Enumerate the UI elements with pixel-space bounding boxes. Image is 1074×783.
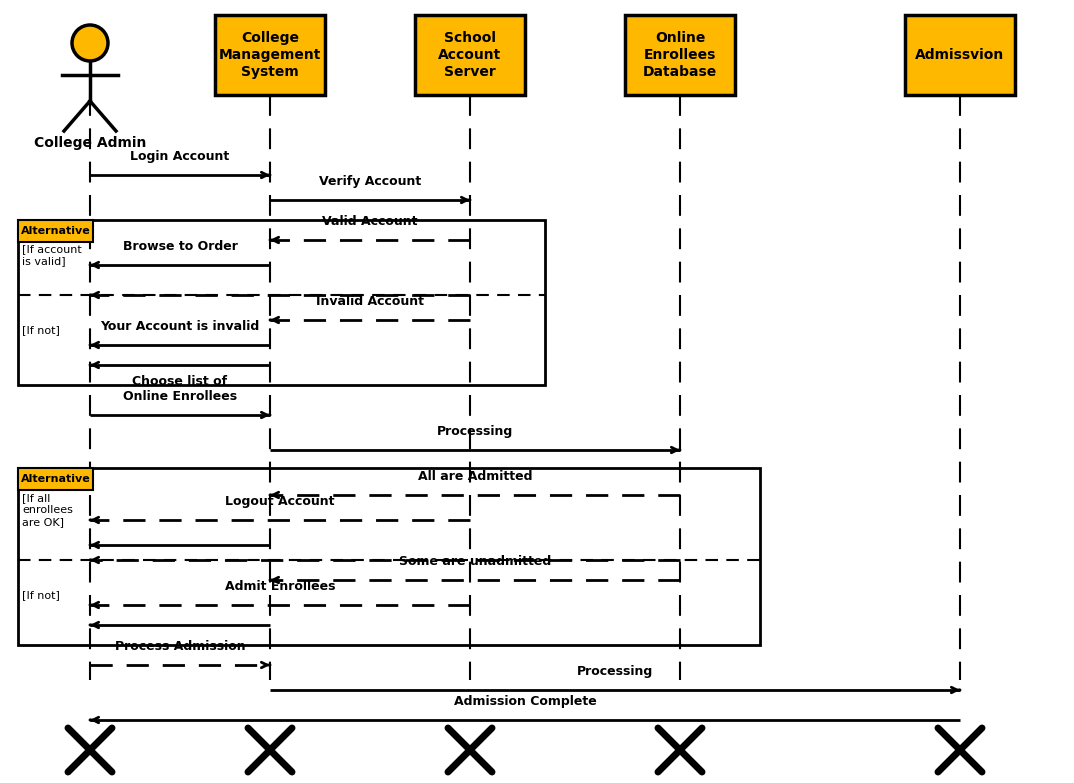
Text: Processing: Processing xyxy=(577,665,653,678)
Bar xyxy=(18,220,93,242)
Text: Browse to Order: Browse to Order xyxy=(122,240,237,253)
Text: Your Account is invalid: Your Account is invalid xyxy=(100,320,260,333)
Bar xyxy=(18,468,93,490)
Text: Admission Complete: Admission Complete xyxy=(453,695,596,708)
Bar xyxy=(625,15,735,95)
Text: Admit Enrollees: Admit Enrollees xyxy=(224,580,335,593)
Text: Alternative: Alternative xyxy=(20,226,90,236)
Text: [If all
enrollees
are OK]: [If all enrollees are OK] xyxy=(21,493,73,527)
Bar xyxy=(215,15,325,95)
Text: College
Management
System: College Management System xyxy=(219,31,321,79)
Bar xyxy=(905,15,1015,95)
Text: Logout Account: Logout Account xyxy=(226,495,335,508)
Bar xyxy=(18,220,545,385)
Text: Processing: Processing xyxy=(437,425,513,438)
Bar xyxy=(415,15,525,95)
Text: [If not]: [If not] xyxy=(21,325,60,335)
Text: Choose list of
Online Enrollees: Choose list of Online Enrollees xyxy=(122,375,237,403)
Circle shape xyxy=(72,25,108,61)
Text: Alternative: Alternative xyxy=(20,474,90,484)
Text: [If account
is valid]: [If account is valid] xyxy=(21,244,82,265)
Text: Valid Account: Valid Account xyxy=(322,215,418,228)
Text: Login Account: Login Account xyxy=(130,150,230,163)
Bar xyxy=(18,468,760,645)
Text: [If not]: [If not] xyxy=(21,590,60,600)
Text: Verify Account: Verify Account xyxy=(319,175,421,188)
Text: College Admin: College Admin xyxy=(33,136,146,150)
Text: Invalid Account: Invalid Account xyxy=(316,295,424,308)
Text: Admissvion: Admissvion xyxy=(915,48,1004,62)
Text: Process Admission: Process Admission xyxy=(115,640,245,653)
Text: Online
Enrollees
Database: Online Enrollees Database xyxy=(643,31,717,79)
Text: All are Admitted: All are Admitted xyxy=(418,470,533,483)
Text: School
Account
Server: School Account Server xyxy=(438,31,502,79)
Text: Some are unadmitted: Some are unadmitted xyxy=(398,555,551,568)
